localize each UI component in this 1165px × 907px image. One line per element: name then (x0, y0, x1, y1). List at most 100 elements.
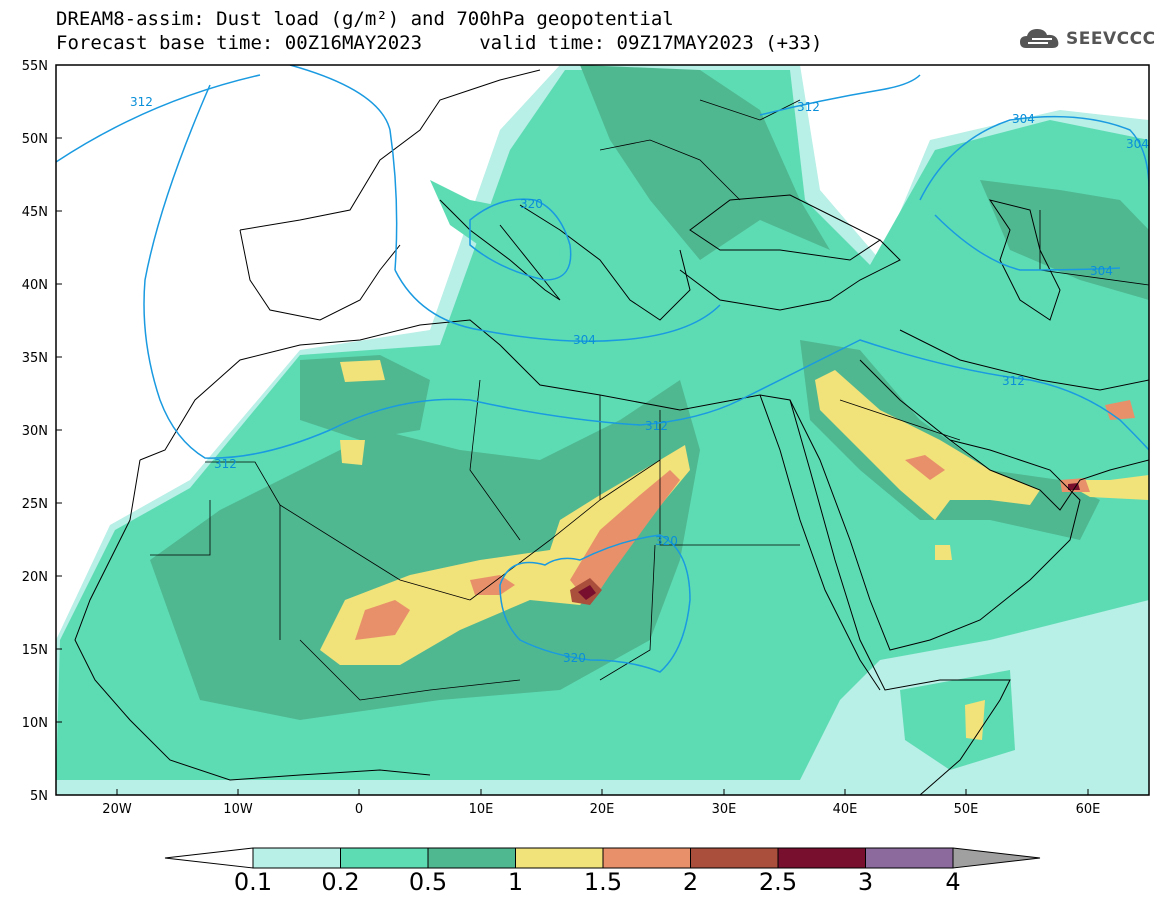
dust-band-1 (815, 370, 1040, 520)
colorbar-label: 0.1 (233, 868, 273, 896)
colorbar (164, 847, 1041, 869)
contour-312-west (56, 65, 398, 271)
contour-label: 304 (1012, 112, 1035, 126)
border-line (150, 500, 211, 556)
chart-subtitle: Forecast base time: 00Z16MAY2023 valid t… (56, 32, 823, 54)
colorbar-label: 0.2 (321, 868, 360, 896)
lon-label: 10E (469, 802, 494, 817)
colorbar-label: 0.5 (408, 868, 448, 896)
lon-labels: 20W 10W 0 10E 20E 30E 40E 50E 60E (102, 802, 1100, 817)
dust-band-1 (965, 700, 985, 740)
colorbar-low-arrow (164, 847, 254, 869)
contour-296 (469, 198, 572, 281)
colorbar-label: 2.5 (758, 868, 798, 896)
contour-label: 320 (563, 651, 586, 665)
colorbar-swatch (252, 847, 341, 869)
border-line (699, 99, 801, 121)
lat-label: 45N (22, 205, 48, 220)
contour-312-atlantic (143, 84, 1149, 459)
dust-band-3 (578, 585, 596, 600)
lon-label: 20W (102, 802, 132, 817)
contour-304-east (919, 115, 1149, 271)
colorbar-label: 3 (857, 868, 874, 896)
dust-band-0.5 (580, 65, 830, 260)
contour-label: 304 (1090, 264, 1113, 278)
dust-band-1.5 (355, 600, 410, 640)
border-line (279, 504, 471, 601)
colorbar-label: 1 (507, 868, 524, 896)
lon-label: 30E (712, 802, 737, 817)
dust-band-1.5 (905, 455, 945, 480)
lon-label: 20E (590, 802, 615, 817)
lon-label: 60E (1076, 802, 1101, 817)
border-line (299, 639, 521, 701)
border-line (599, 544, 656, 681)
colorbar-swatch (340, 847, 429, 869)
dust-field (56, 65, 1149, 795)
contour-labels: 312 312 304 304 304 304 312 312 312 320 … (130, 95, 1149, 665)
coastline-caspian (988, 199, 1061, 321)
lat-label: 40N (22, 278, 48, 293)
contour-label: 312 (1002, 374, 1025, 388)
colorbar-swatch (427, 847, 516, 869)
coastline-africa-west (74, 459, 431, 781)
lon-label: 10W (223, 802, 253, 817)
lon-label: 0 (355, 802, 363, 817)
dust-band-1 (320, 445, 690, 665)
contour-320 (499, 534, 691, 673)
lat-label: 5N (30, 789, 48, 804)
dust-band-1 (935, 545, 952, 560)
logo-text: SEEVCCC (1066, 29, 1156, 49)
lon-axis (116, 789, 1089, 795)
dust-band-1.5 (570, 470, 680, 605)
coastline-anatolia (679, 239, 901, 311)
dust-band-0.5 (300, 355, 430, 440)
dust-band-0.5 (150, 380, 700, 720)
coastline-blacksea (689, 194, 881, 261)
contour-label: 312 (130, 95, 153, 109)
geopotential-contours (56, 65, 1149, 673)
border-line (469, 379, 521, 541)
borders (150, 99, 1149, 701)
contour-label: 312 (645, 419, 668, 433)
lat-label: 25N (22, 497, 48, 512)
lat-label: 15N (22, 643, 48, 658)
contour-label: 320 (520, 197, 543, 211)
coastlines (74, 69, 1149, 795)
lat-label: 20N (22, 570, 48, 585)
coastline-iberia (239, 229, 401, 321)
cloud-icon (1020, 29, 1059, 48)
colorbar-label: 4 (945, 868, 961, 896)
contour-label: 312 (214, 457, 237, 471)
dust-band-0.2 (900, 670, 1015, 770)
colorbar-labels: 0.1 0.2 0.5 1 1.5 2 2.5 3 4 (0, 868, 1165, 898)
dust-band-0.5 (980, 180, 1149, 300)
coastline-gulf (949, 439, 1149, 511)
colorbar-label: 2 (682, 868, 699, 896)
border-line (599, 459, 800, 546)
border-line (469, 499, 601, 601)
contour-label: 304 (1126, 137, 1149, 151)
coastline-italy (439, 199, 561, 301)
dust-band-1 (340, 440, 365, 465)
colorbar-swatch (865, 847, 954, 869)
lat-label: 10N (22, 716, 48, 731)
contour-label: 304 (573, 333, 596, 347)
colorbar-label: 1.5 (583, 868, 623, 896)
border-line (205, 461, 281, 640)
lat-label: 55N (22, 59, 48, 74)
lat-label: 50N (22, 132, 48, 147)
seevccc-logo: SEEVCCC (1018, 26, 1156, 52)
coastline-arabia (789, 359, 1081, 651)
contour-312-east (759, 74, 921, 116)
lat-label: 30N (22, 424, 48, 439)
dust-band-1.5 (470, 575, 515, 595)
contour-304 (394, 269, 721, 342)
coastline-iran (899, 329, 1149, 391)
coastline-europe (239, 69, 541, 231)
contour-label: 320 (655, 534, 678, 548)
colorbar-swatch (602, 847, 691, 869)
lon-label: 40E (833, 802, 858, 817)
colorbar-swatch (515, 847, 604, 869)
